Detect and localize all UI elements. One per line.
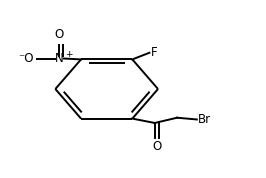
Text: N: N (55, 52, 64, 65)
Text: +: + (65, 50, 72, 59)
Text: Br: Br (198, 113, 211, 126)
Text: ⁻O: ⁻O (18, 52, 33, 65)
Text: O: O (152, 140, 161, 153)
Text: O: O (55, 28, 64, 41)
Text: F: F (151, 46, 157, 59)
